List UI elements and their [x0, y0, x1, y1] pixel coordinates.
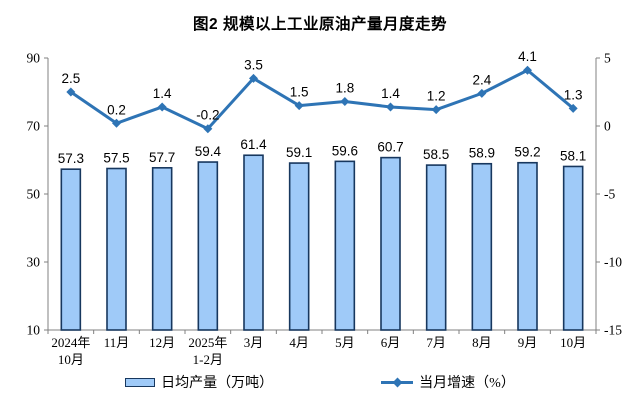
bar	[197, 161, 219, 331]
line-value-label: 2.5	[61, 71, 80, 86]
diamond-marker-icon	[112, 118, 121, 128]
line-value-label: 1.2	[427, 89, 446, 104]
bar	[517, 161, 538, 331]
bar-value-label: 59.6	[332, 143, 358, 158]
chart-legend: 日均产量（万吨） 当月增速（%）	[0, 372, 640, 392]
diamond-marker-icon	[386, 102, 395, 112]
line-value-label: -0.2	[196, 108, 219, 123]
line-value-label: 1.5	[290, 85, 309, 100]
bar	[106, 167, 127, 331]
bar-value-label: 59.2	[514, 145, 540, 160]
bar-value-label: 58.5	[423, 147, 449, 162]
right-axis-tick-label: -5	[604, 187, 615, 202]
bar-value-label: 57.5	[103, 151, 129, 166]
line-value-label: 1.4	[153, 86, 172, 101]
line-value-label: 4.1	[518, 49, 537, 64]
line-value-label: 2.4	[472, 72, 491, 87]
category-label: 2024年	[51, 335, 90, 350]
bar-value-label: 57.7	[149, 150, 175, 165]
bar	[151, 167, 173, 331]
diamond-marker-icon	[477, 88, 487, 98]
bar	[425, 164, 447, 331]
diamond-marker-icon	[249, 73, 258, 83]
category-label: 3月	[244, 335, 264, 350]
bar-series-swatch	[125, 377, 156, 387]
diamond-marker-icon	[392, 377, 403, 387]
category-label: 12月	[149, 335, 175, 350]
left-axis-tick-label: 90	[27, 51, 41, 66]
chart-title: 图2 规模以上工业原油产量月度走势	[193, 16, 447, 33]
legend-item-daily-output: 日均产量（万吨）	[125, 372, 273, 392]
category-label: 5月	[335, 335, 355, 350]
bar	[288, 162, 310, 331]
bar	[60, 168, 82, 331]
category-label: 10月	[560, 335, 586, 350]
bar-value-label: 58.1	[560, 148, 586, 163]
category-label: 1-2月	[193, 352, 223, 367]
diamond-marker-icon	[203, 124, 213, 134]
right-axis-tick-label: 5	[604, 51, 611, 66]
bar	[562, 165, 584, 331]
diamond-marker-icon	[568, 103, 578, 113]
right-axis-tick-label: 0	[604, 119, 611, 134]
line-value-label: 1.8	[335, 81, 354, 96]
bar	[243, 154, 264, 331]
bar-value-label: 60.7	[377, 140, 403, 155]
bar-value-label: 59.1	[286, 145, 312, 160]
left-axis-tick-label: 70	[27, 119, 41, 134]
line-value-label: 1.3	[564, 87, 583, 102]
category-label: 4月	[289, 335, 309, 350]
left-axis-tick-label: 10	[27, 323, 41, 338]
legend-label-daily-output: 日均产量（万吨）	[161, 376, 274, 391]
category-label: 9月	[518, 335, 538, 350]
legend-item-growth-rate: 当月增速（%）	[381, 372, 515, 392]
diamond-marker-icon	[66, 87, 76, 97]
bar-value-label: 58.9	[469, 146, 495, 161]
diamond-marker-icon	[294, 101, 304, 111]
right-axis-tick-label: -15	[604, 323, 622, 338]
bar	[471, 162, 493, 331]
diamond-marker-icon	[340, 97, 350, 107]
growth-line	[69, 68, 575, 131]
category-label: 2025年	[188, 335, 227, 350]
legend-label-growth-rate: 当月增速（%）	[419, 376, 515, 391]
bar	[334, 160, 356, 331]
right-axis-tick-label: -10	[604, 255, 622, 270]
line-value-label: 1.4	[381, 86, 400, 101]
bar-value-label: 57.3	[58, 151, 84, 166]
bar-value-label: 61.4	[240, 137, 267, 152]
category-label: 8月	[472, 335, 492, 350]
category-label: 7月	[426, 335, 446, 350]
left-axis-tick-label: 50	[27, 187, 41, 202]
diamond-marker-icon	[157, 102, 167, 112]
line-value-label: 3.5	[244, 57, 263, 72]
category-label: 6月	[381, 335, 401, 350]
diamond-marker-icon	[523, 65, 532, 75]
category-label: 11月	[104, 335, 130, 350]
bar	[380, 156, 401, 331]
diamond-marker-icon	[431, 105, 441, 115]
line-value-label: 0.2	[107, 102, 126, 117]
category-label: 10月	[58, 352, 84, 367]
bar-value-label: 59.4	[195, 144, 222, 159]
line-series-swatch	[381, 377, 414, 387]
left-axis-tick-label: 30	[27, 255, 41, 270]
